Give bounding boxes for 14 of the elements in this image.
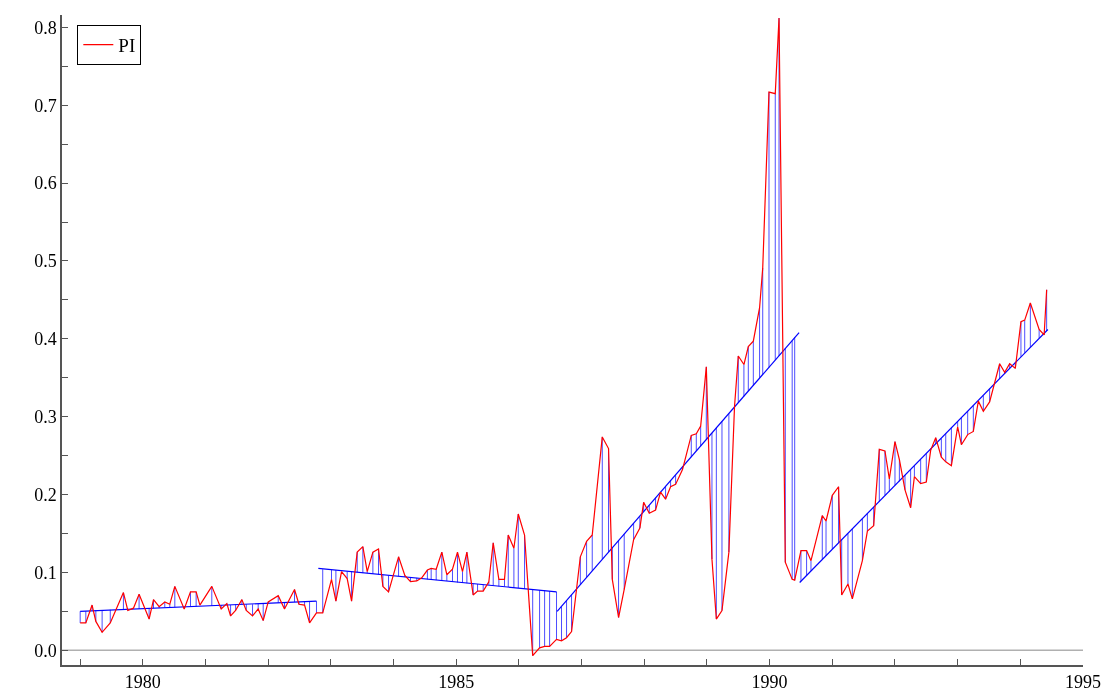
x-tick-label: 1990 bbox=[751, 672, 788, 693]
y-tick-label: 0.7 bbox=[34, 95, 57, 116]
y-tick-label: 0.4 bbox=[34, 329, 57, 350]
y-tick-label: 0.6 bbox=[34, 173, 57, 194]
x-tick-label: 1985 bbox=[438, 672, 475, 693]
legend-label: PI bbox=[118, 35, 136, 57]
x-tick-label: 1995 bbox=[1065, 672, 1101, 693]
y-tick-label: 0.2 bbox=[34, 484, 57, 505]
y-tick-label: 0.3 bbox=[34, 406, 57, 427]
y-tick-label: 0.8 bbox=[34, 17, 57, 38]
x-tick-label: 1980 bbox=[124, 672, 161, 693]
y-tick-label: 0.1 bbox=[34, 562, 57, 583]
y-tick-label: 0.0 bbox=[34, 640, 57, 661]
y-tick-label: 0.5 bbox=[34, 251, 57, 272]
